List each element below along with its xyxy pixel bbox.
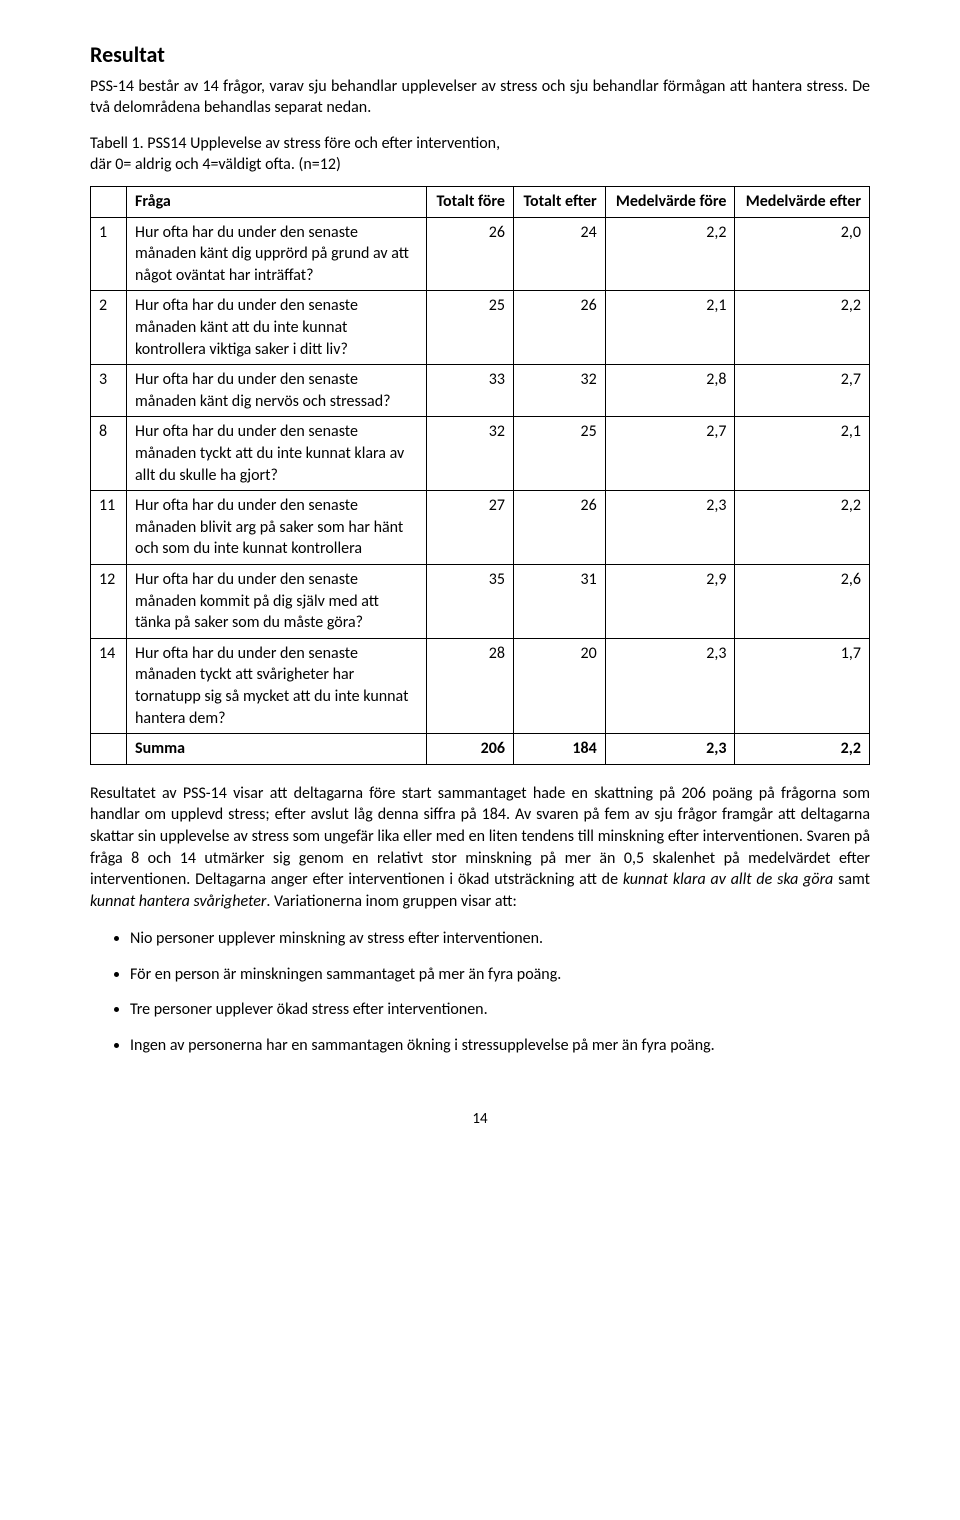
table-sum-row: Summa2061842,32,2 [91, 734, 870, 765]
cell-total-after: 184 [513, 734, 605, 765]
cell-question: Hur ofta har du under den senaste månade… [127, 217, 427, 291]
cell-total-after: 24 [513, 217, 605, 291]
cell-mean-after: 2,2 [735, 491, 870, 565]
cell-question: Hur ofta har du under den senaste månade… [127, 365, 427, 417]
cell-index [91, 734, 127, 765]
table-row: 11Hur ofta har du under den senaste måna… [91, 491, 870, 565]
result-text-mid: samt [833, 870, 870, 889]
cell-total-before: 26 [427, 217, 514, 291]
cell-mean-after: 1,7 [735, 638, 870, 733]
cell-index: 8 [91, 417, 127, 491]
cell-index: 12 [91, 564, 127, 638]
cell-mean-before: 2,9 [605, 564, 735, 638]
page-number: 14 [90, 1109, 870, 1129]
table-row: 2Hur ofta har du under den senaste månad… [91, 291, 870, 365]
cell-total-before: 35 [427, 564, 514, 638]
list-item: Tre personer upplever ökad stress efter … [130, 997, 870, 1023]
cell-total-before: 27 [427, 491, 514, 565]
table-row: 3Hur ofta har du under den senaste månad… [91, 365, 870, 417]
list-item: Nio personer upplever minskning av stres… [130, 926, 870, 952]
col-question: Fråga [127, 187, 427, 218]
col-index [91, 187, 127, 218]
cell-total-before: 25 [427, 291, 514, 365]
cell-index: 2 [91, 291, 127, 365]
cell-total-before: 206 [427, 734, 514, 765]
page-heading: Resultat [90, 40, 870, 70]
table-row: 14Hur ofta har du under den senaste måna… [91, 638, 870, 733]
cell-mean-after: 2,2 [735, 291, 870, 365]
col-total-after: Totalt efter [513, 187, 605, 218]
cell-mean-before: 2,1 [605, 291, 735, 365]
list-item: Ingen av personerna har en sammantagen ö… [130, 1033, 870, 1059]
col-total-before: Totalt före [427, 187, 514, 218]
cell-total-after: 25 [513, 417, 605, 491]
cell-mean-before: 2,2 [605, 217, 735, 291]
cell-question: Hur ofta har du under den senaste månade… [127, 564, 427, 638]
cell-question: Hur ofta har du under den senaste månade… [127, 491, 427, 565]
cell-mean-after: 2,0 [735, 217, 870, 291]
cell-mean-before: 2,3 [605, 638, 735, 733]
cell-index: 3 [91, 365, 127, 417]
cell-index: 1 [91, 217, 127, 291]
table-row: 12Hur ofta har du under den senaste måna… [91, 564, 870, 638]
table-header-row: Fråga Totalt före Totalt efter Medelvärd… [91, 187, 870, 218]
cell-question: Hur ofta har du under den senaste månade… [127, 291, 427, 365]
cell-mean-before: 2,8 [605, 365, 735, 417]
cell-total-after: 31 [513, 564, 605, 638]
cell-question: Hur ofta har du under den senaste månade… [127, 417, 427, 491]
caption-line-1: Tabell 1. PSS14 Upplevelse av stress för… [90, 134, 500, 153]
cell-mean-after: 2,6 [735, 564, 870, 638]
intro-paragraph: PSS-14 består av 14 frågor, varav sju be… [90, 76, 870, 119]
cell-mean-before: 2,3 [605, 491, 735, 565]
cell-total-after: 26 [513, 491, 605, 565]
cell-total-before: 32 [427, 417, 514, 491]
table-row: 8Hur ofta har du under den senaste månad… [91, 417, 870, 491]
cell-index: 14 [91, 638, 127, 733]
cell-mean-after: 2,1 [735, 417, 870, 491]
col-mean-after: Medelvärde efter [735, 187, 870, 218]
result-paragraph: Resultatet av PSS-14 visar att deltagarn… [90, 783, 870, 913]
cell-mean-after: 2,7 [735, 365, 870, 417]
list-item: För en person är minskningen sammantaget… [130, 962, 870, 988]
cell-sum-label: Summa [127, 734, 427, 765]
cell-total-after: 26 [513, 291, 605, 365]
cell-mean-after: 2,2 [735, 734, 870, 765]
table-caption: Tabell 1. PSS14 Upplevelse av stress för… [90, 133, 870, 176]
cell-total-before: 33 [427, 365, 514, 417]
caption-line-2: där 0= aldrig och 4=väldigt ofta. (n=12) [90, 155, 341, 174]
cell-mean-before: 2,3 [605, 734, 735, 765]
table-row: 1Hur ofta har du under den senaste månad… [91, 217, 870, 291]
cell-question: Hur ofta har du under den senaste månade… [127, 638, 427, 733]
col-mean-before: Medelvärde före [605, 187, 735, 218]
bullet-list: Nio personer upplever minskning av stres… [90, 926, 870, 1058]
cell-mean-before: 2,7 [605, 417, 735, 491]
result-italic-1: kunnat klara av allt de ska göra [623, 870, 833, 889]
cell-total-before: 28 [427, 638, 514, 733]
cell-total-after: 32 [513, 365, 605, 417]
results-table: Fråga Totalt före Totalt efter Medelvärd… [90, 186, 870, 765]
cell-index: 11 [91, 491, 127, 565]
result-text-post: . Variationerna inom gruppen visar att: [266, 892, 516, 911]
cell-total-after: 20 [513, 638, 605, 733]
result-italic-2: kunnat hantera svårigheter [90, 892, 266, 911]
